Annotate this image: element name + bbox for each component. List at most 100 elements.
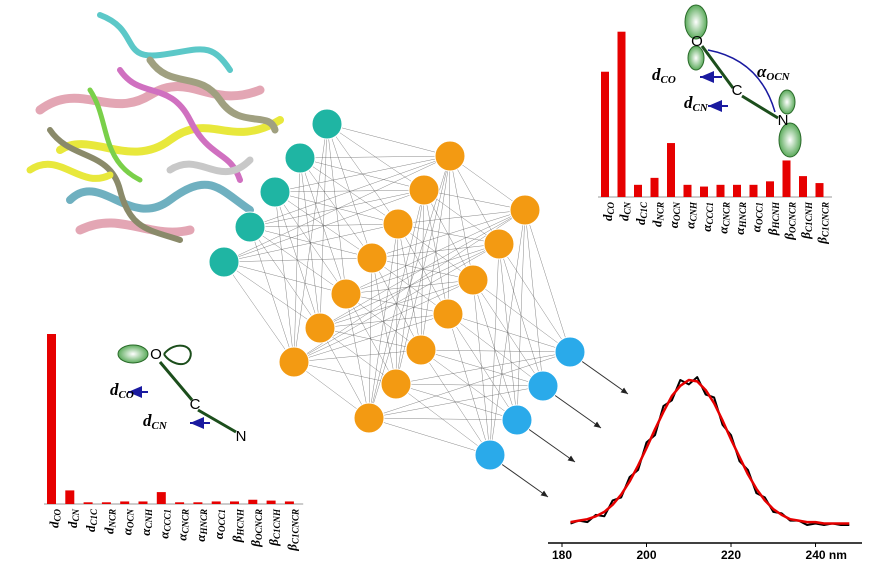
connection — [223, 189, 425, 263]
bar — [175, 502, 185, 504]
category-label: αCNCR — [715, 202, 731, 234]
connection — [293, 313, 449, 363]
connection — [319, 279, 474, 329]
connection — [223, 155, 451, 263]
param-subscript: CO — [119, 389, 134, 401]
category-label: αOCC1 — [211, 509, 227, 539]
output-arrow — [499, 462, 549, 498]
category-subscript: CN — [623, 202, 633, 215]
category-label: αCNH — [138, 508, 154, 536]
category-symbol: β — [284, 544, 299, 552]
neuron — [284, 142, 316, 174]
bar — [683, 184, 692, 197]
connection — [395, 351, 571, 385]
category-subscript: OCN — [672, 202, 682, 222]
param-subscript: CO — [661, 74, 676, 86]
connection — [249, 226, 347, 295]
connection — [423, 189, 474, 281]
category-label: βC1CNCR — [814, 202, 830, 245]
category-subscript: OCNCR — [254, 509, 264, 540]
bar — [749, 184, 758, 197]
connection — [223, 261, 295, 363]
category-subscript: C1C — [89, 508, 99, 526]
category-subscript: C1CNH — [272, 508, 282, 539]
connection — [395, 383, 491, 456]
bar — [617, 31, 626, 198]
category-label: αCCC1 — [156, 509, 172, 539]
neuron — [330, 278, 362, 310]
category-subscript: C1CNCR — [290, 509, 300, 544]
param-symbol: d — [143, 411, 152, 430]
bar — [284, 501, 294, 504]
bar — [65, 490, 75, 504]
category-label: βHCNH — [229, 508, 245, 543]
connection — [249, 226, 373, 259]
connection — [472, 279, 571, 353]
category-subscript: OCNCR — [788, 202, 798, 233]
connection — [420, 155, 451, 351]
connection — [345, 279, 474, 295]
category-subscript: NCR — [107, 509, 117, 529]
category-label: βOCNCR — [248, 509, 264, 548]
neural-network — [208, 108, 629, 498]
neuron — [382, 208, 414, 240]
category-subscript: C1C — [639, 201, 649, 219]
category-symbol: d — [65, 521, 80, 528]
x-tick-label: 240 nm — [806, 548, 847, 562]
output-arrow — [579, 359, 629, 395]
bar — [211, 501, 221, 504]
param-symbol: d — [110, 380, 119, 399]
connection — [472, 279, 544, 387]
protein — [26, 12, 284, 243]
bar — [601, 71, 609, 197]
category-label: dC1C — [83, 508, 99, 532]
category-subscript: CCC1 — [162, 509, 172, 532]
bar — [700, 186, 708, 197]
atom-label: C — [190, 396, 201, 413]
spectrum-line — [570, 378, 850, 525]
category-subscript: CO — [606, 202, 616, 215]
neuron — [408, 174, 440, 206]
atom-label: O — [150, 346, 162, 363]
connection — [293, 361, 397, 385]
connection — [249, 189, 425, 228]
neuron — [356, 242, 388, 274]
neuron — [405, 334, 437, 366]
category-symbol: d — [46, 521, 61, 528]
connection — [368, 417, 491, 456]
category-label: βHCNH — [765, 201, 781, 236]
molecule-bottom: O C N dCO dCN — [110, 344, 247, 445]
neuron — [527, 370, 559, 402]
connection — [498, 243, 544, 387]
category-symbol: β — [248, 540, 263, 548]
category-subscript: OCC1 — [755, 202, 765, 225]
category-symbol: α — [666, 220, 681, 228]
connection — [293, 243, 500, 363]
bar — [248, 499, 258, 504]
param-label: dCO — [110, 380, 134, 401]
category-symbol: α — [175, 533, 190, 541]
param-symbol: d — [684, 93, 693, 112]
category-symbol: d — [600, 214, 615, 221]
category-label: αCNCR — [175, 509, 191, 541]
param-label: dCN — [684, 93, 709, 114]
connection — [299, 155, 451, 159]
category-subscript: CN — [71, 509, 81, 522]
connection — [524, 209, 544, 387]
category-symbol: α — [682, 221, 697, 229]
atom-label: N — [236, 428, 247, 445]
bar — [733, 184, 741, 197]
category-subscript: HNCR — [738, 202, 748, 229]
category-symbol: d — [616, 214, 631, 221]
category-label: αCNH — [682, 201, 698, 229]
bar — [47, 334, 56, 504]
bar — [230, 501, 239, 504]
connection — [299, 157, 347, 295]
category-subscript: CNH — [689, 201, 699, 222]
category-symbol: β — [814, 237, 829, 245]
category-subscript: CCC1 — [705, 202, 715, 225]
category-label: αHNCR — [732, 202, 748, 235]
connection — [447, 313, 544, 387]
connection — [447, 313, 571, 353]
